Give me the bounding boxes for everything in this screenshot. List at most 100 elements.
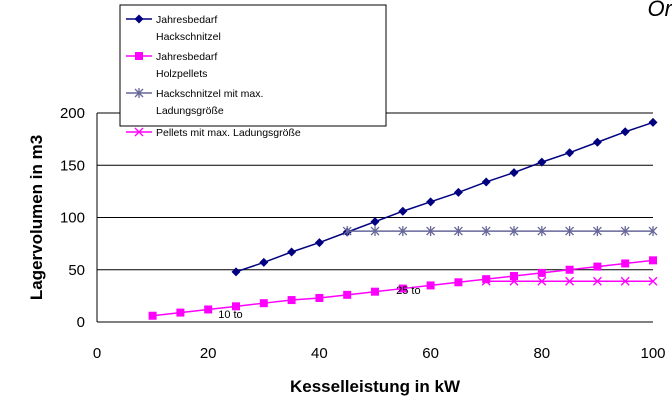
data-point [537, 157, 547, 167]
data-point [204, 305, 213, 314]
data-point [648, 226, 658, 237]
data-point [620, 276, 630, 286]
data-point [370, 217, 380, 227]
data-point [593, 262, 602, 271]
legend-label: Jahresbedarf [156, 51, 217, 63]
data-point [648, 276, 658, 286]
tick-labels: 0 50 100 150 200 0 20 40 60 80 100 [60, 105, 666, 362]
data-point [620, 127, 630, 137]
data-point [621, 259, 630, 268]
data-point [342, 226, 352, 237]
data-point [565, 148, 575, 158]
data-point [259, 257, 269, 267]
data-point [314, 238, 324, 248]
data-point [398, 226, 408, 237]
legend-item-4: Pellets mit max. Ladungsgröße [126, 127, 301, 139]
data-point [287, 247, 297, 257]
data-point [565, 226, 575, 237]
legend-item-3: Hackschnitzel mit max. Ladungsgröße [126, 88, 263, 117]
legend-swatch-marker [135, 52, 143, 60]
legend-label: Pellets mit max. Ladungsgröße [156, 127, 301, 139]
marker-stroke [620, 276, 630, 286]
data-point [287, 296, 296, 305]
x-tick-label: 60 [422, 345, 439, 362]
axes [96, 113, 653, 323]
legend-label: Hackschnitzel [156, 31, 221, 43]
marker-stroke [509, 276, 519, 286]
data-point [176, 308, 185, 317]
data-point [481, 177, 491, 187]
data-point [649, 256, 657, 265]
series-1 [231, 117, 658, 277]
data-point [231, 267, 241, 277]
series-4 [481, 276, 658, 286]
marker-stroke [481, 276, 491, 286]
data-point [537, 276, 547, 286]
marker-stroke [134, 127, 144, 137]
legend-label: Hackschnitzel mit max. [156, 88, 263, 100]
data-point [398, 206, 408, 216]
marker-stroke [592, 276, 602, 286]
legend-box [119, 4, 387, 127]
legend-swatch-marker [134, 127, 144, 137]
data-point [232, 302, 240, 311]
y-tick-label: 100 [60, 210, 85, 227]
annotation-label: 25 to [396, 285, 420, 297]
legend-swatch-marker [134, 88, 144, 98]
data-point [148, 311, 157, 320]
data-point [592, 137, 602, 147]
data-point [371, 287, 379, 296]
data-point [259, 299, 268, 308]
data-point [453, 187, 463, 197]
data-point [592, 226, 602, 237]
x-tick-label: 100 [640, 345, 665, 362]
series-2 [148, 256, 657, 320]
legend-label: Ladungsgröße [156, 105, 224, 117]
series-3 [342, 226, 658, 237]
legend-label: Holzpellets [156, 68, 207, 80]
data-point [537, 226, 547, 237]
x-tick-label: 20 [200, 345, 217, 362]
data-point [481, 276, 491, 286]
data-point [510, 272, 518, 281]
y-tick-label: 200 [60, 105, 85, 122]
y-axis-title: Lagervolumen in m3 [27, 135, 46, 300]
marker-stroke [648, 276, 658, 286]
data-point [482, 275, 491, 284]
y-tick-label: 0 [77, 314, 85, 331]
data-point [343, 290, 352, 299]
x-axis-title: Kesselleistung in kW [290, 377, 461, 396]
series-line [235, 121, 654, 273]
data-point [426, 281, 435, 290]
data-point [620, 226, 630, 237]
legend: Jahresbedarf Hackschnitzel Jahresbedarf Hol… [119, 4, 387, 139]
data-point [565, 265, 574, 274]
marker-stroke [565, 276, 575, 286]
legend-swatch-marker [134, 14, 144, 24]
legend-item-2: Jahresbedarf Holzpellets [126, 51, 217, 80]
data-point [537, 268, 546, 277]
y-tick-label: 150 [60, 157, 85, 174]
data-point [509, 168, 519, 178]
data-point [315, 293, 324, 302]
series-layer [148, 117, 658, 320]
data-point [648, 117, 658, 127]
data-point [565, 276, 575, 286]
data-point [509, 226, 519, 237]
data-point [481, 226, 491, 237]
data-point [398, 284, 407, 293]
data-point [426, 197, 436, 207]
data-point [453, 226, 463, 237]
y-tick-label: 50 [68, 262, 85, 279]
corner-text: Or [647, 0, 672, 21]
marker-stroke [537, 276, 547, 286]
data-point [509, 276, 519, 286]
data-point [370, 226, 380, 237]
data-point [454, 278, 463, 287]
annotations: 10 to 25 to [218, 285, 420, 321]
x-tick-label: 80 [533, 345, 550, 362]
data-point [592, 276, 602, 286]
annotation-label: 10 to [218, 309, 242, 321]
legend-item-1: Jahresbedarf Hackschnitzel [126, 14, 221, 43]
